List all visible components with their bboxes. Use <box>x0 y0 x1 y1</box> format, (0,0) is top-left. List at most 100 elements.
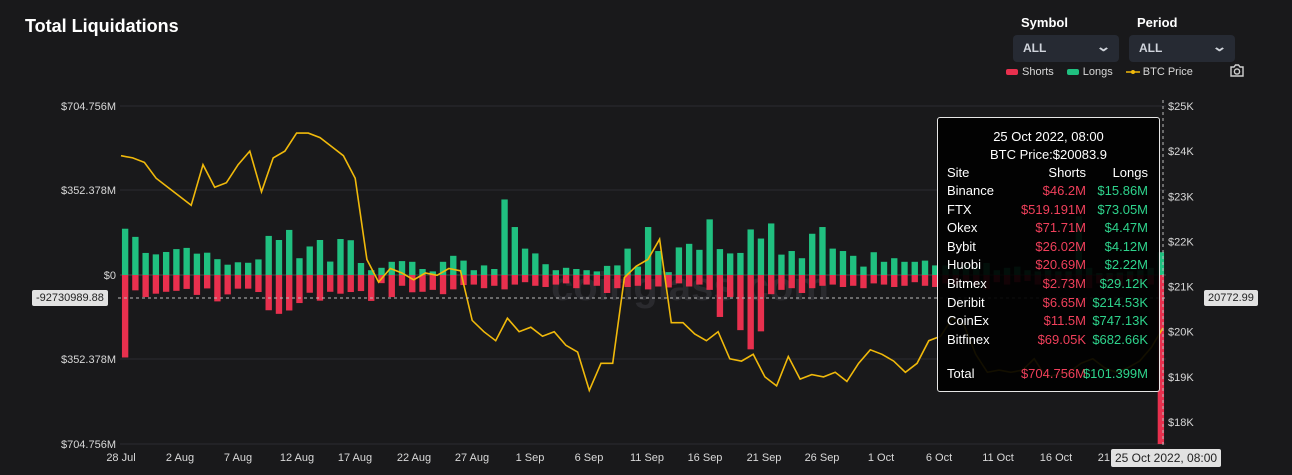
long-bar <box>162 251 170 275</box>
short-bar <box>880 275 888 285</box>
long-bar <box>921 260 929 275</box>
x-tick-label: 26 Sep <box>805 452 840 464</box>
long-bar <box>337 239 344 275</box>
legend-longs[interactable]: Longs <box>1066 66 1113 78</box>
y-right-tick-label: $21K <box>1168 282 1194 294</box>
short-bar <box>706 275 713 290</box>
legend-shorts-label: Shorts <box>1022 66 1054 78</box>
long-bar <box>655 251 662 275</box>
short-bar <box>162 275 170 292</box>
short-bar <box>501 275 508 290</box>
tooltip-row: Binance $46.2M $15.86M <box>947 183 1150 201</box>
page-title: Total Liquidations <box>25 16 179 36</box>
y-left-tick-label: $352.378M <box>61 185 116 197</box>
tooltip-shorts: $46.2M <box>1042 183 1086 198</box>
long-bar <box>870 252 877 275</box>
tooltip-site: Huobi <box>947 257 981 273</box>
long-bar <box>347 240 354 275</box>
short-bar <box>152 275 160 294</box>
short-bar <box>562 275 570 284</box>
long-bar <box>932 265 939 275</box>
long-bar <box>644 227 652 275</box>
chart-tooltip: 25 Oct 2022, 08:00 BTC Price:$20083.9 Si… <box>937 117 1160 392</box>
tooltip-row: Bitmex $2.73M $29.12K <box>947 276 1150 294</box>
short-bar <box>296 275 303 304</box>
long-bar <box>860 266 867 275</box>
long-bar <box>675 247 683 275</box>
x-tick-label: 2 Aug <box>166 452 194 464</box>
short-bar <box>798 275 806 293</box>
tooltip-site: Bitfinex <box>947 331 990 347</box>
btc-price-swatch <box>1125 70 1140 74</box>
y-axis-left: $704.756M $352.378M $0 $352.378M $704.756M <box>61 101 116 451</box>
long-bar <box>798 258 806 275</box>
long-bar <box>521 248 529 275</box>
short-bar <box>644 275 652 290</box>
long-bar <box>183 247 190 275</box>
long-bar <box>234 262 242 275</box>
camera-icon[interactable] <box>1229 64 1245 83</box>
long-bar <box>880 261 888 275</box>
y-left-tick-label: $704.756M <box>61 439 116 451</box>
chevron-down-icon: ⌄ <box>1095 39 1112 54</box>
crosshair-x-label: 25 Oct 2022, 08:00 <box>1111 449 1222 467</box>
tooltip-row: Okex $71.71M $4.47M <box>947 220 1150 238</box>
short-bar <box>583 275 590 285</box>
x-tick-label: 1 Sep <box>516 452 545 464</box>
y-right-tick-label: $22K <box>1168 236 1194 248</box>
short-bar <box>347 275 354 293</box>
legend-shorts[interactable]: Shorts <box>1006 66 1054 78</box>
short-bar <box>624 275 631 287</box>
short-bar <box>183 275 190 289</box>
tooltip-longs: $15.86M <box>1097 183 1148 198</box>
short-bar <box>132 275 139 291</box>
symbol-select[interactable]: ALL ⌄ <box>1013 35 1119 62</box>
long-bar <box>768 223 775 275</box>
short-bar <box>234 275 242 289</box>
tooltip-longs: $214.53K <box>1092 294 1148 310</box>
long-bar <box>203 252 211 275</box>
header-longs: Longs <box>1112 165 1148 180</box>
tooltip-site: Deribit <box>947 294 985 310</box>
long-bar <box>265 235 272 275</box>
short-bar <box>193 275 201 295</box>
long-bar <box>634 266 642 275</box>
period-select[interactable]: ALL ⌄ <box>1129 35 1235 62</box>
long-bar <box>850 255 857 275</box>
long-bar <box>327 261 334 275</box>
short-bar <box>809 275 816 289</box>
short-bar <box>778 275 785 290</box>
x-tick-label: 16 Oct <box>1040 452 1072 464</box>
short-bar <box>491 275 498 286</box>
short-bar <box>142 275 149 298</box>
short-bar <box>726 275 734 298</box>
short-bar <box>552 275 560 285</box>
long-bar <box>819 227 826 275</box>
tooltip-longs: $4.12M <box>1104 238 1148 254</box>
x-tick-label: 7 Aug <box>224 452 252 464</box>
long-bar <box>224 264 231 275</box>
short-bar <box>306 275 313 293</box>
long-bar <box>737 252 744 275</box>
long-bar <box>788 251 795 275</box>
short-bar <box>655 275 662 287</box>
long-bar <box>142 252 149 275</box>
long-bar <box>583 270 590 275</box>
long-bar <box>839 251 847 275</box>
short-bar <box>245 275 252 289</box>
long-bar <box>409 261 416 275</box>
longs-swatch <box>1066 69 1079 75</box>
x-tick-label: 11 Oct <box>982 452 1014 464</box>
tooltip-row: Deribit $6.65M $214.53K <box>947 295 1150 313</box>
long-bar <box>614 265 621 275</box>
long-bar <box>593 271 601 275</box>
short-bar <box>286 275 293 311</box>
short-bar <box>737 275 744 331</box>
tooltip-site: FTX <box>947 201 972 217</box>
long-bar <box>450 255 457 275</box>
tooltip-longs: $73.05M <box>1097 201 1148 217</box>
short-bar <box>337 275 344 294</box>
short-bar <box>532 275 539 286</box>
legend-btc-price[interactable]: BTC Price <box>1125 66 1193 78</box>
